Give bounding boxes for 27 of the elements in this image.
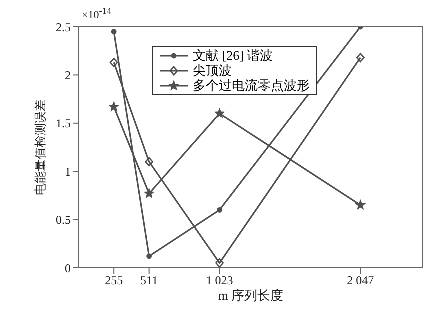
point: [214, 108, 225, 118]
y-tick-label: 0: [65, 261, 71, 276]
x-tick-label: 511: [140, 274, 158, 288]
y-tick-label: 1: [65, 164, 71, 179]
x-tick-label: 2 047: [347, 274, 374, 288]
point: [356, 53, 365, 63]
x-tick-label: 1 023: [206, 274, 234, 288]
y-axis-title: 电能量值检测误差: [33, 100, 48, 196]
y-tick-label: 0.5: [56, 213, 71, 228]
point: [217, 207, 222, 213]
point: [109, 102, 120, 112]
legend-label: 尖顶波: [193, 62, 232, 78]
y-tick-label: 1.5: [56, 116, 71, 131]
point: [145, 157, 154, 167]
y-tick-label: 2.5: [56, 20, 71, 34]
point: [146, 254, 152, 260]
y-tick-label: 2: [65, 68, 71, 82]
point: [216, 258, 224, 268]
point: [144, 188, 154, 198]
text: ×10$^{-14}$: [82, 6, 112, 22]
x-axis-title: m 序列长度: [218, 288, 284, 303]
point: [356, 200, 366, 210]
legend-label: 多个过电流零点波形: [193, 78, 310, 92]
legend-label: 文献 [26] 谐波: [193, 48, 274, 62]
point: [110, 58, 118, 68]
point: [111, 29, 117, 35]
x-tick-label: 255: [105, 274, 124, 288]
